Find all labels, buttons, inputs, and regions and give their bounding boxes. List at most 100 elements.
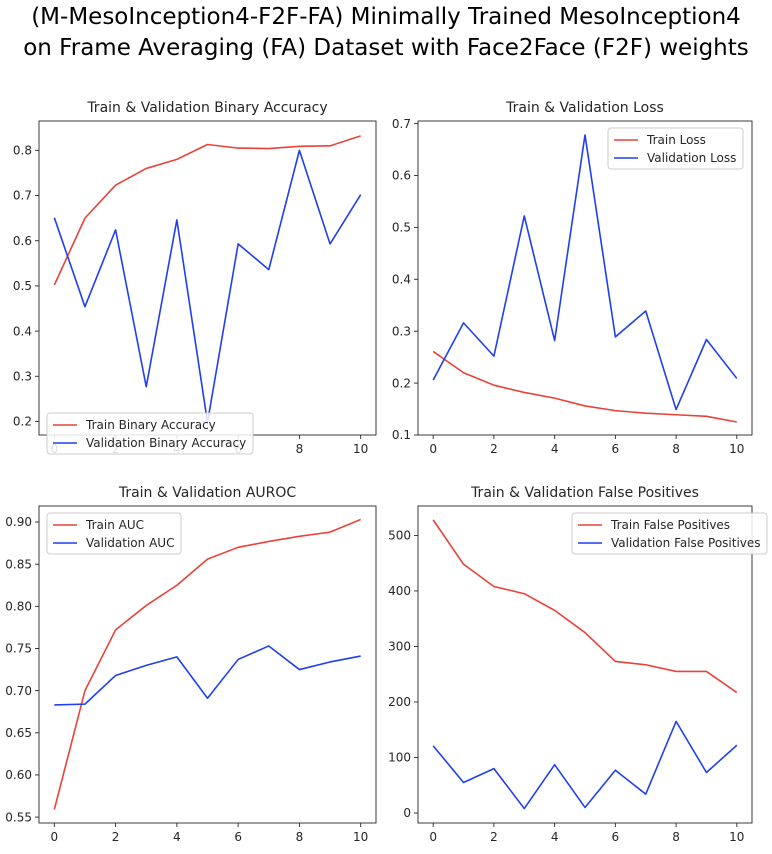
legend: Train Binary Accuracy Validation Binary A… xyxy=(46,412,254,455)
data-point xyxy=(462,321,465,324)
x-tick-label: 2 xyxy=(490,830,498,844)
loss-chart: Train & Validation Loss 0.1 0.2 0.3 0.4 0.5 0.… xyxy=(392,100,753,456)
legend-entry: Train AUC xyxy=(85,518,144,532)
figure-title: (M-MesoInception4-F2F-FA) Minimally Trai… xyxy=(0,2,772,64)
data-point xyxy=(237,546,240,549)
data-point xyxy=(583,404,586,407)
data-point xyxy=(583,806,586,809)
data-point xyxy=(298,149,301,152)
data-point xyxy=(553,609,556,612)
data-point xyxy=(462,781,465,784)
data-point xyxy=(175,655,178,658)
x-tick-label: 0 xyxy=(50,830,58,844)
data-point xyxy=(145,604,148,607)
data-point xyxy=(83,703,86,706)
data-point xyxy=(492,384,495,387)
data-point xyxy=(298,668,301,671)
data-point xyxy=(583,631,586,634)
data-point xyxy=(237,658,240,661)
data-point xyxy=(735,744,738,747)
x-tick-label: 4 xyxy=(173,830,181,844)
y-tick-label: 0.2 xyxy=(13,415,32,429)
data-point xyxy=(432,350,435,353)
x-tick-label: 10 xyxy=(729,442,744,456)
data-point xyxy=(267,268,270,271)
data-point xyxy=(614,335,617,338)
data-point xyxy=(267,147,270,150)
plot-frame xyxy=(417,505,753,824)
x-tick-label: 10 xyxy=(353,442,368,456)
x-tick-label: 8 xyxy=(296,830,304,844)
figure-title-line-2: on Frame Averaging (FA) Dataset with Fac… xyxy=(23,35,749,61)
data-point xyxy=(237,242,240,245)
chart-title: Train & Validation AUROC xyxy=(118,485,297,501)
plot-frame xyxy=(38,505,377,824)
data-point xyxy=(114,674,117,677)
x-tick-label: 4 xyxy=(551,830,559,844)
data-point xyxy=(523,592,526,595)
data-point xyxy=(53,808,56,811)
y-tick-label: 0.55 xyxy=(5,810,32,824)
data-point xyxy=(359,193,362,196)
data-point xyxy=(674,720,677,723)
data-point xyxy=(432,518,435,521)
data-point xyxy=(53,703,56,706)
x-tick-label: 10 xyxy=(353,830,368,844)
data-point xyxy=(359,134,362,137)
x-tick-label: 2 xyxy=(490,442,498,456)
x-tick-label: 6 xyxy=(612,830,620,844)
y-tick-label: 0.1 xyxy=(392,428,411,442)
y-tick-label: 0.90 xyxy=(5,515,32,529)
y-tick-label: 0.5 xyxy=(13,279,32,293)
data-point xyxy=(462,371,465,374)
data-point xyxy=(114,628,117,631)
data-point xyxy=(614,769,617,772)
x-tick-label: 10 xyxy=(729,830,744,844)
plot-frame xyxy=(417,120,753,436)
legend-entry: Validation Loss xyxy=(647,151,736,165)
data-point xyxy=(53,283,56,286)
data-point xyxy=(328,660,331,663)
data-point xyxy=(145,167,148,170)
series-line-train xyxy=(53,135,361,286)
data-point xyxy=(735,420,738,423)
series-line-validation xyxy=(432,720,738,810)
y-tick-label: 0.70 xyxy=(5,684,32,698)
legend-entry: Train Binary Accuracy xyxy=(85,418,216,432)
data-point xyxy=(674,413,677,416)
data-point xyxy=(175,584,178,587)
y-tick-label: 200 xyxy=(388,695,411,709)
data-point xyxy=(298,145,301,148)
data-point xyxy=(114,228,117,231)
legend-entry: Validation AUC xyxy=(86,536,174,550)
y-tick-label: 0 xyxy=(403,806,411,820)
data-point xyxy=(83,217,86,220)
data-point xyxy=(674,408,677,411)
data-point xyxy=(492,767,495,770)
x-tick-label: 4 xyxy=(551,442,559,456)
y-tick-label: 0.60 xyxy=(5,768,32,782)
legend-box xyxy=(571,512,768,555)
data-point xyxy=(644,663,647,666)
plot-frame xyxy=(38,120,377,436)
y-tick-label: 0.4 xyxy=(13,324,32,338)
data-point xyxy=(328,144,331,147)
legend-entry: Validation False Positives xyxy=(611,536,761,550)
data-point xyxy=(614,409,617,412)
data-point xyxy=(145,664,148,667)
data-point xyxy=(53,216,56,219)
y-tick-label: 0.2 xyxy=(392,376,411,390)
legend: Train AUC Validation AUC xyxy=(46,512,182,555)
series-line-validation xyxy=(54,645,361,706)
data-point xyxy=(705,415,708,418)
data-point xyxy=(492,355,495,358)
chart-title: Train & Validation Binary Accuracy xyxy=(86,100,327,116)
y-tick-label: 400 xyxy=(388,584,411,598)
data-point xyxy=(175,158,178,161)
data-point xyxy=(705,771,708,774)
data-point xyxy=(523,807,526,810)
series-line-validation xyxy=(53,149,362,424)
y-tick-label: 0.7 xyxy=(392,117,411,131)
series-line-train xyxy=(432,350,737,423)
data-point xyxy=(553,339,556,342)
